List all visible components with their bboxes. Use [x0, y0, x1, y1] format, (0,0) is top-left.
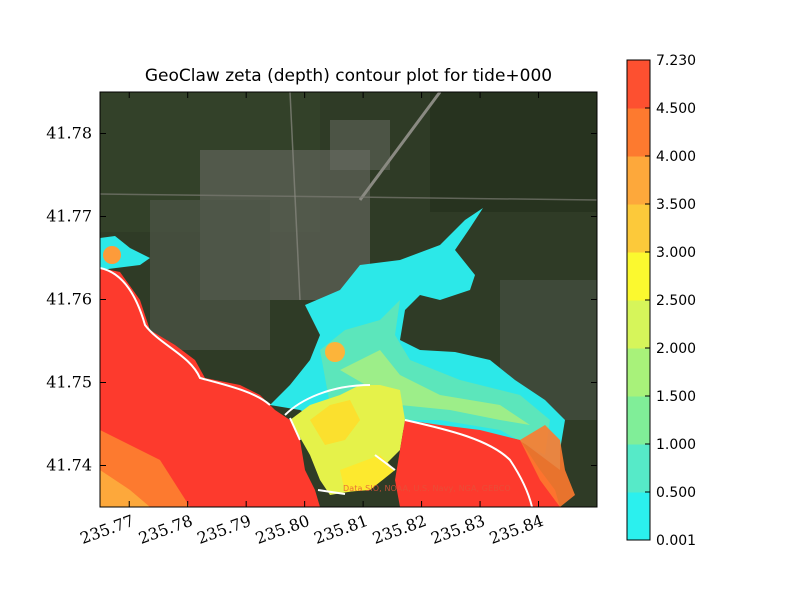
colorbar-swatch [627, 204, 650, 253]
colorbar-tick-label: 4.500 [656, 101, 696, 117]
axis-ticks [100, 92, 597, 507]
colorbar-tick-label: 0.001 [656, 533, 696, 549]
colorbar-swatch [627, 252, 650, 301]
colorbar-tick-label: 2.500 [656, 293, 696, 309]
colorbar-swatch [627, 60, 650, 109]
colorbar-tick-label: 3.000 [656, 245, 696, 261]
x-tick-labels: 235.77 235.78 235.79 235.80 235.81 235.82 235.… [77, 511, 545, 548]
y-tick-label: 41.78 [46, 124, 92, 143]
y-tick-label: 41.77 [46, 207, 92, 226]
chart-title: GeoClaw zeta (depth) contour plot for ti… [144, 66, 553, 86]
colorbar-tick-label: 7.230 [656, 53, 696, 69]
x-tick-label: 235.83 [428, 511, 487, 548]
colorbar-swatch [627, 396, 650, 445]
y-tick-label: 41.75 [46, 373, 92, 392]
x-tick-label: 235.79 [194, 511, 253, 548]
colorbar-swatch [627, 348, 650, 397]
colorbar-swatch [627, 108, 650, 157]
y-tick-label: 41.74 [46, 456, 92, 475]
y-tick-label: 41.76 [46, 290, 92, 309]
colorbar-swatch [627, 492, 650, 541]
colorbar-swatch [627, 156, 650, 205]
colorbar-tick-label: 0.500 [656, 485, 696, 501]
colorbar-tick-labels: 0.001 0.500 1.000 1.500 2.000 2.500 3.000 3.500… [645, 53, 696, 549]
x-tick-label: 235.78 [136, 511, 195, 548]
x-tick-label: 235.77 [77, 511, 136, 548]
colorbar-tick-label: 2.000 [656, 341, 696, 357]
colorbar-swatch [627, 300, 650, 349]
colorbar-swatch [627, 444, 650, 493]
x-tick-label: 235.82 [370, 511, 429, 548]
x-tick-label: 235.84 [487, 511, 546, 548]
colorbar-tick-label: 3.500 [656, 197, 696, 213]
colorbar [626, 59, 651, 541]
basemap-attribution: Data SIO, NOAA, U.S. Navy, NGA, GEBCO [343, 484, 511, 493]
x-tick-label: 235.81 [311, 511, 370, 548]
colorbar-tick-label: 1.500 [656, 389, 696, 405]
y-tick-labels: 41.74 41.75 41.76 41.77 41.78 [46, 124, 92, 475]
colorbar-tick-label: 1.000 [656, 437, 696, 453]
x-tick-label: 235.80 [253, 511, 312, 548]
colorbar-tick-label: 4.000 [656, 149, 696, 165]
depth-contours [100, 208, 575, 507]
